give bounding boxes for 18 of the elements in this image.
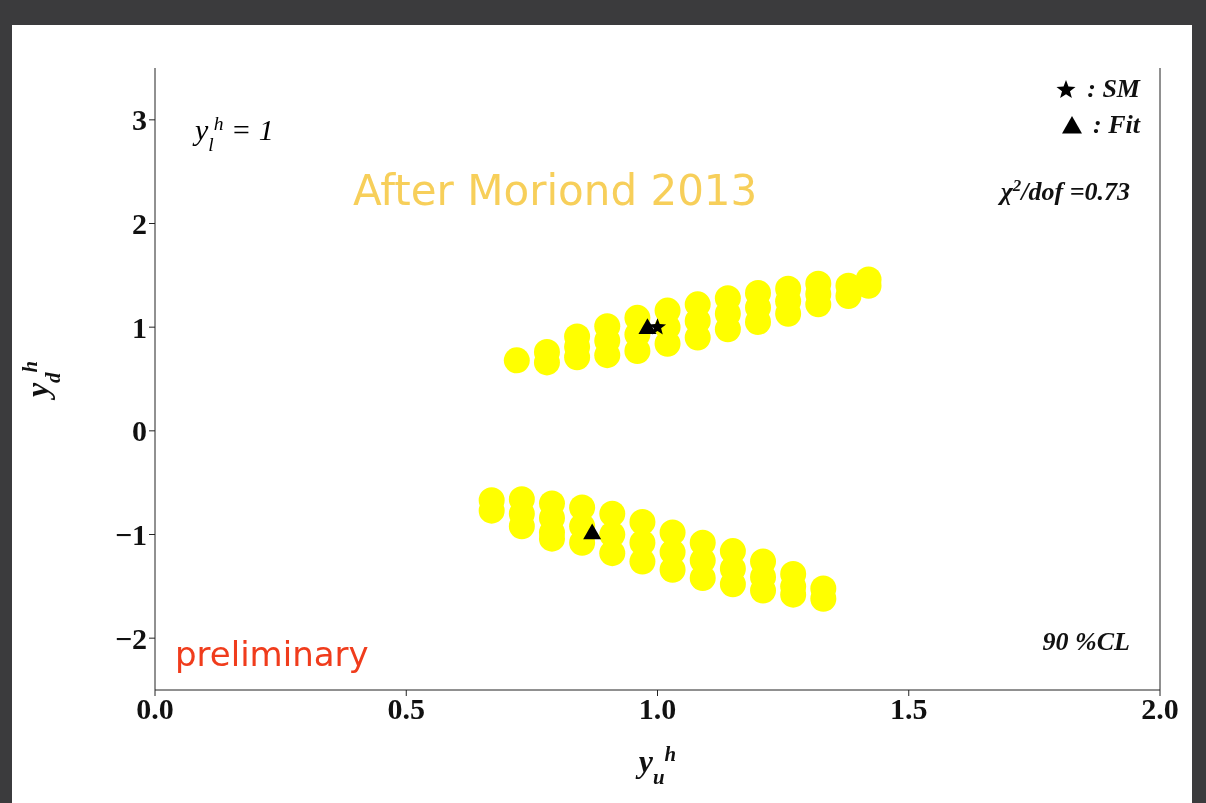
y-tick-label: −1 bbox=[114, 518, 147, 552]
annotation: preliminary bbox=[175, 634, 369, 674]
annotation: χ$^{2}$/dof =0.73 bbox=[997, 175, 1130, 206]
x-tick-label: 0.5 bbox=[387, 692, 425, 726]
y-tick-label: 1 bbox=[132, 310, 147, 344]
legend-label: : SM bbox=[1087, 74, 1140, 104]
x-tick-label: 1.5 bbox=[890, 692, 928, 726]
y-tick-label: 3 bbox=[132, 103, 147, 137]
annotation: 90 %CL bbox=[1042, 627, 1130, 656]
x-tick-label: 1.0 bbox=[638, 692, 677, 726]
annotation: y$_{l}$$^{h}$ = 1 bbox=[192, 112, 274, 155]
x-tick-label: 0.0 bbox=[136, 692, 174, 726]
y-tick-label: 0 bbox=[132, 414, 147, 448]
annotation: After Moriond 2013 bbox=[353, 166, 758, 215]
y-tick-label: −2 bbox=[114, 621, 147, 655]
y-tick-label: 2 bbox=[132, 207, 147, 241]
legend-label: : Fit bbox=[1093, 110, 1140, 140]
x-tick-label: 2.0 bbox=[1141, 692, 1179, 726]
